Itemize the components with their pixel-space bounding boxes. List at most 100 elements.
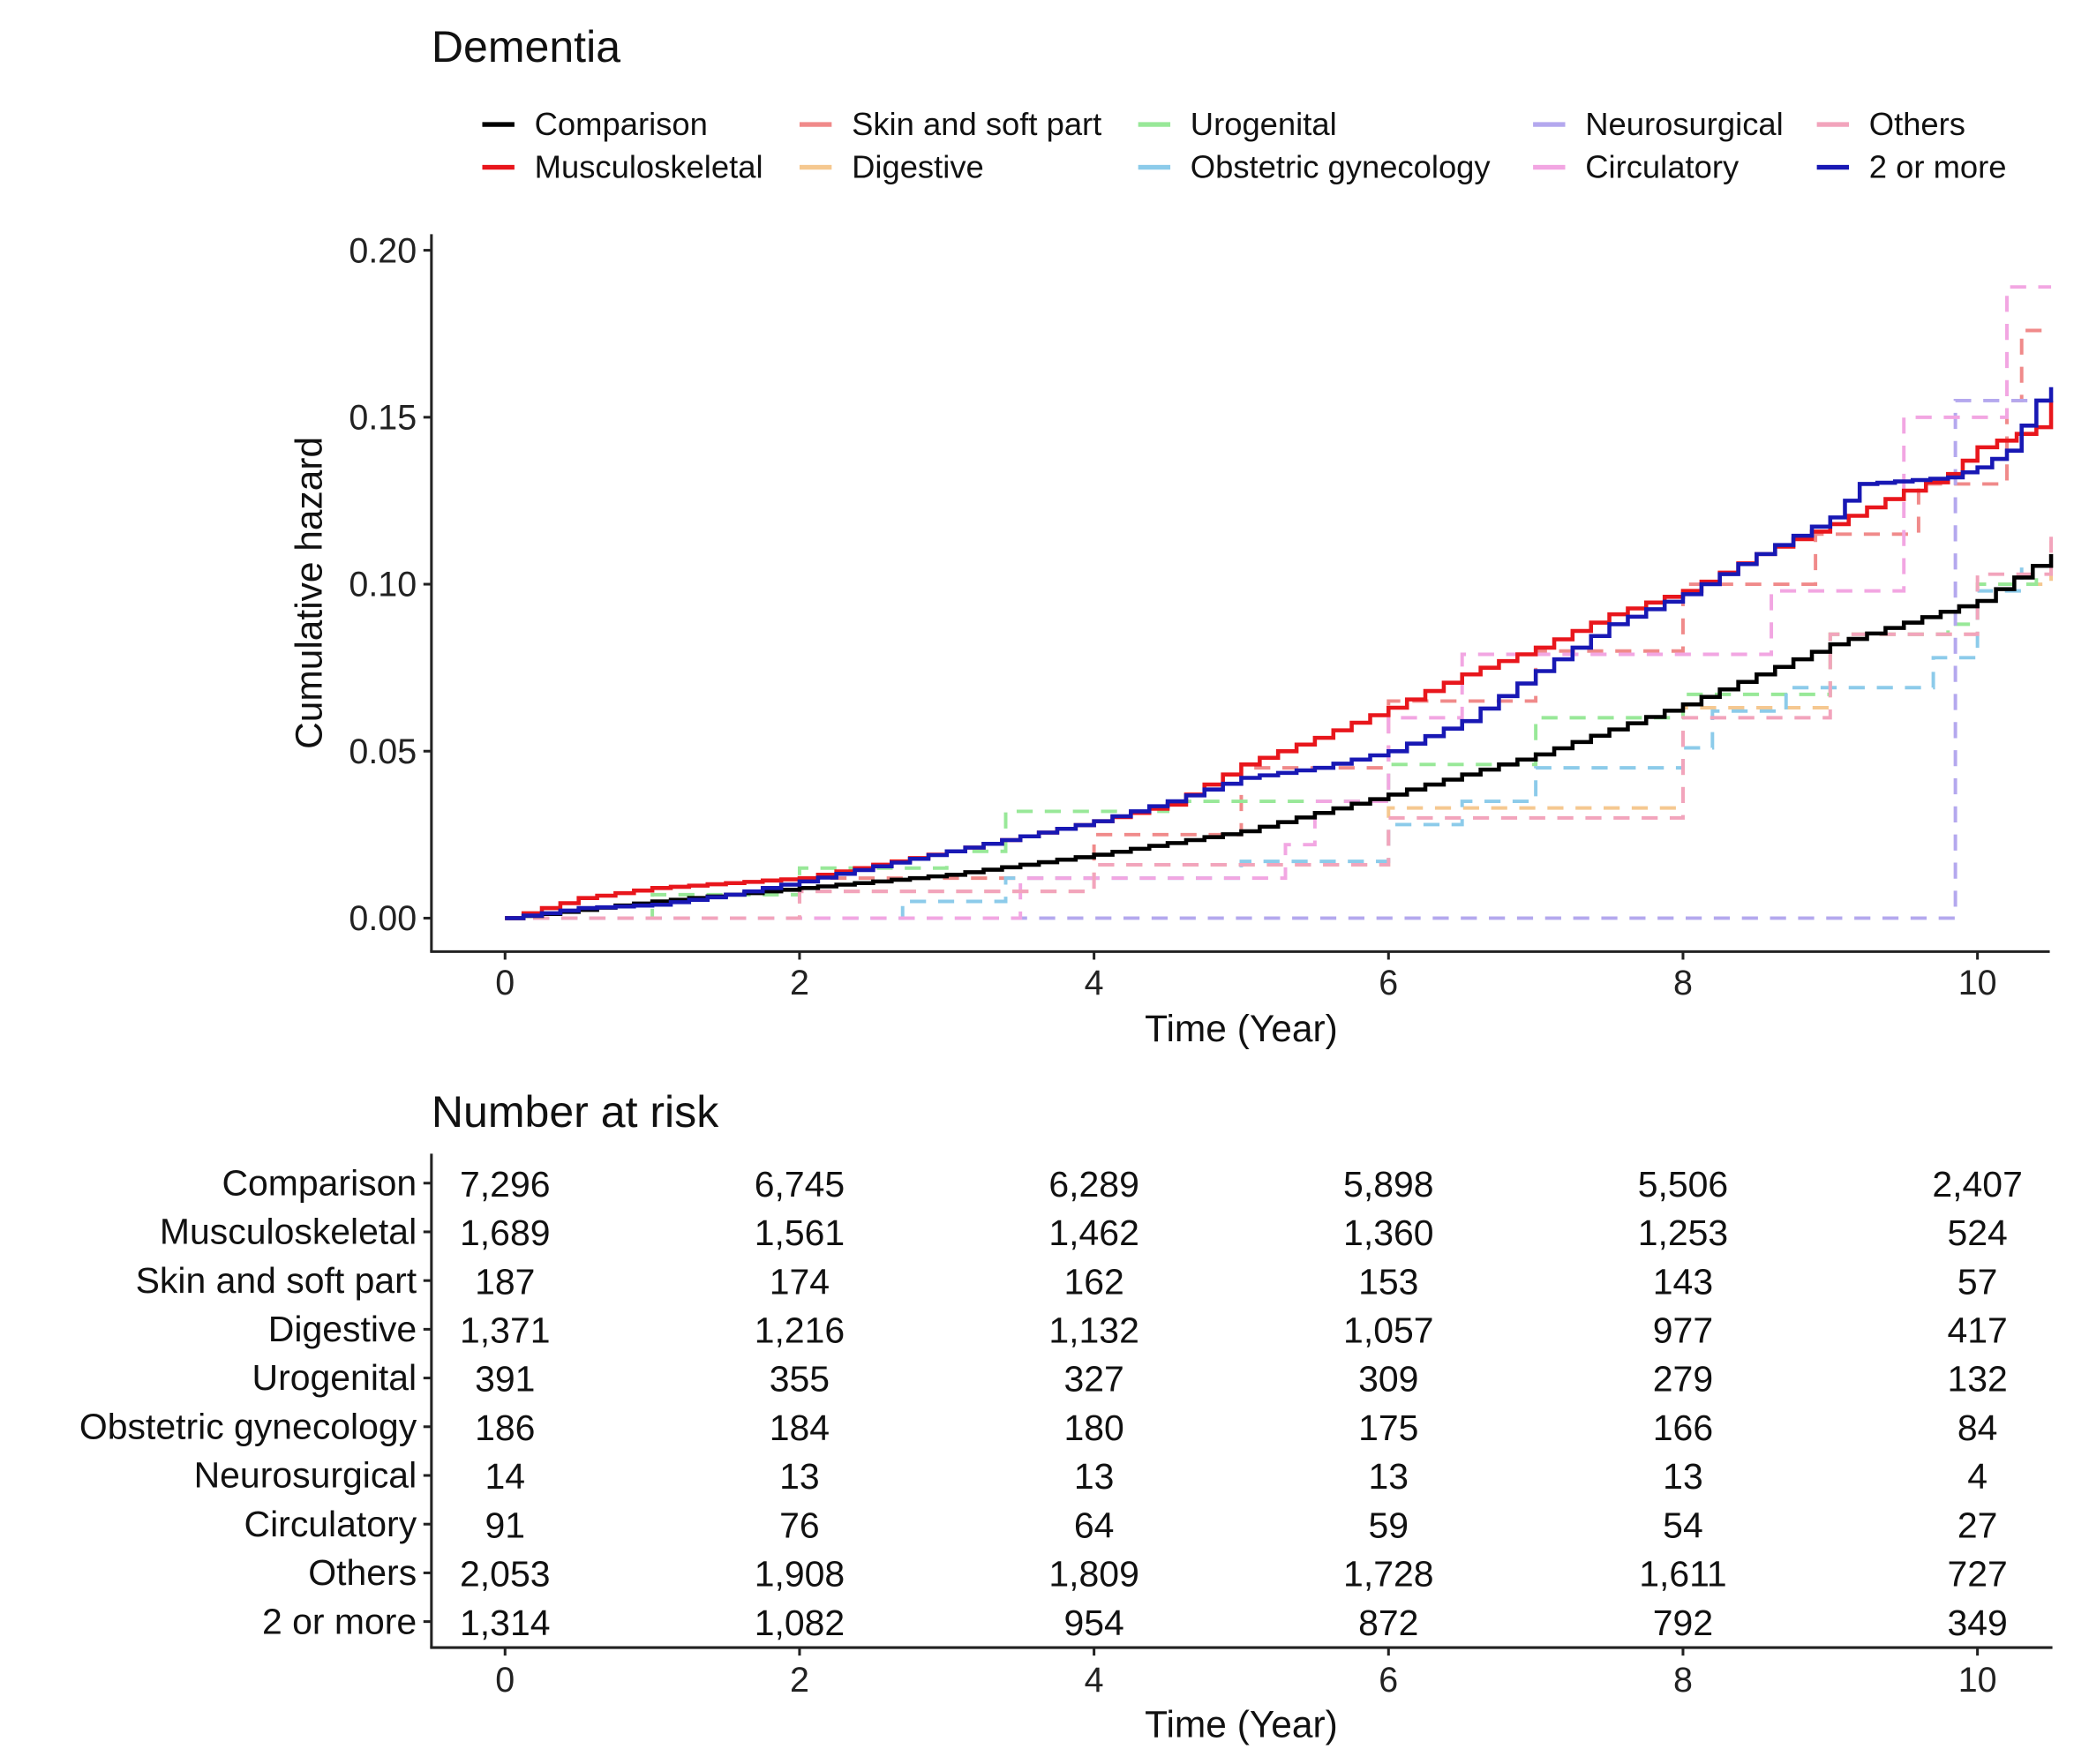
x-tick-label: 4 bbox=[1085, 964, 1104, 1002]
risk-row-label: 2 or more bbox=[262, 1601, 417, 1641]
risk-value: 166 bbox=[1653, 1407, 1713, 1448]
risk-value: 175 bbox=[1358, 1407, 1418, 1448]
series-line-others bbox=[505, 527, 2054, 920]
risk-value: 1,809 bbox=[1048, 1554, 1138, 1595]
risk-value: 391 bbox=[475, 1359, 535, 1400]
risk-value: 13 bbox=[1074, 1456, 1115, 1497]
risk-value: 76 bbox=[779, 1505, 820, 1545]
risk-row-label: Comparison bbox=[222, 1162, 417, 1203]
y-tick-label: 0.05 bbox=[349, 732, 417, 771]
series-line-neurosurgical bbox=[505, 398, 2052, 920]
risk-value: 13 bbox=[779, 1456, 820, 1497]
risk-value: 1,132 bbox=[1048, 1310, 1138, 1351]
x-axis-label: Time (Year) bbox=[1145, 1008, 1338, 1049]
risk-value: 1,360 bbox=[1343, 1212, 1433, 1253]
risk-value: 1,462 bbox=[1048, 1212, 1138, 1253]
risk-value: 184 bbox=[770, 1407, 830, 1448]
risk-value: 355 bbox=[770, 1359, 830, 1400]
y-tick-label: 0.20 bbox=[349, 231, 417, 270]
risk-value: 59 bbox=[1369, 1505, 1409, 1545]
risk-row-label: Neurosurgical bbox=[194, 1455, 417, 1496]
risk-row-label: Musculoskeletal bbox=[160, 1212, 417, 1252]
risk-value: 2,053 bbox=[460, 1554, 550, 1595]
series-line-2-or-more bbox=[505, 387, 2054, 920]
legend-label: Digestive bbox=[852, 149, 984, 185]
risk-x-axis-label: Time (Year) bbox=[1145, 1704, 1338, 1745]
x-tick-label: 6 bbox=[1379, 964, 1398, 1002]
risk-row-label: Digestive bbox=[268, 1309, 417, 1349]
chart-title: Dementia bbox=[432, 22, 620, 71]
risk-value: 872 bbox=[1358, 1603, 1418, 1643]
risk-value: 1,689 bbox=[460, 1212, 550, 1253]
risk-value: 186 bbox=[475, 1407, 535, 1448]
risk-table-title: Number at risk bbox=[432, 1087, 719, 1137]
y-tick-label: 0.15 bbox=[349, 398, 417, 437]
plot-area: 0.00 0.05 0.10 0.15 0.20 0 2 4 6 8 10 Cumulative … bbox=[288, 231, 2054, 1049]
series-line-musculoskeletal bbox=[505, 400, 2054, 920]
risk-value: 977 bbox=[1653, 1310, 1713, 1351]
risk-value: 14 bbox=[485, 1456, 525, 1497]
legend-label: Circulatory bbox=[1585, 149, 1740, 185]
risk-value: 327 bbox=[1063, 1359, 1123, 1400]
risk-x-tick-label: 10 bbox=[1958, 1661, 1997, 1700]
risk-x-tick-label: 8 bbox=[1673, 1661, 1693, 1700]
risk-value: 1,371 bbox=[460, 1310, 550, 1351]
risk-value: 13 bbox=[1663, 1456, 1703, 1497]
risk-x-tick-label: 4 bbox=[1085, 1661, 1104, 1700]
risk-value: 1,057 bbox=[1343, 1310, 1433, 1351]
risk-value: 54 bbox=[1663, 1505, 1703, 1545]
risk-value: 180 bbox=[1063, 1407, 1123, 1448]
risk-value: 5,898 bbox=[1343, 1164, 1433, 1205]
risk-value: 4 bbox=[1967, 1456, 1988, 1497]
x-tick-label: 2 bbox=[790, 964, 809, 1002]
risk-x-tick-label: 2 bbox=[790, 1661, 809, 1700]
risk-row-label: Obstetric gynecology bbox=[79, 1406, 417, 1446]
risk-value: 1,082 bbox=[755, 1603, 845, 1643]
risk-value: 91 bbox=[485, 1505, 525, 1545]
risk-value: 349 bbox=[1947, 1603, 2007, 1643]
risk-value: 153 bbox=[1358, 1261, 1418, 1302]
risk-value: 143 bbox=[1653, 1261, 1713, 1302]
risk-row-label: Others bbox=[308, 1552, 417, 1593]
risk-value: 1,253 bbox=[1638, 1212, 1728, 1253]
risk-value: 727 bbox=[1947, 1554, 2007, 1595]
risk-value: 279 bbox=[1653, 1359, 1713, 1400]
legend-label: Neurosurgical bbox=[1585, 106, 1784, 142]
legend-label: 2 or more bbox=[1869, 149, 2007, 185]
y-axis-label: Cumulative hazard bbox=[288, 437, 329, 749]
risk-value: 162 bbox=[1063, 1261, 1123, 1302]
legend-label: Musculoskeletal bbox=[535, 149, 763, 185]
x-tick-label: 10 bbox=[1958, 964, 1997, 1002]
risk-value: 954 bbox=[1063, 1603, 1123, 1643]
risk-value: 1,728 bbox=[1343, 1554, 1433, 1595]
risk-value: 174 bbox=[770, 1261, 830, 1302]
risk-value: 792 bbox=[1653, 1603, 1713, 1643]
legend-label: Obstetric gynecology bbox=[1191, 149, 1492, 185]
risk-row-label: Urogenital bbox=[252, 1357, 417, 1398]
risk-value: 187 bbox=[475, 1261, 535, 1302]
risk-value: 417 bbox=[1947, 1310, 2007, 1351]
risk-value: 2,407 bbox=[1932, 1164, 2022, 1205]
legend-label: Others bbox=[1869, 106, 1965, 142]
risk-value: 7,296 bbox=[460, 1164, 550, 1205]
legend-label: Comparison bbox=[535, 106, 708, 142]
risk-table: Number at risk Comparison 7,296 6,745 6,289… bbox=[79, 1087, 2053, 1745]
risk-value: 132 bbox=[1947, 1359, 2007, 1400]
risk-x-tick-label: 6 bbox=[1379, 1661, 1398, 1700]
risk-value: 1,561 bbox=[755, 1212, 845, 1253]
risk-row-label: Circulatory bbox=[244, 1504, 417, 1544]
risk-value: 524 bbox=[1947, 1212, 2007, 1253]
series-line-obstetric-gynecology bbox=[505, 567, 2024, 920]
risk-value: 309 bbox=[1358, 1359, 1418, 1400]
series-line-circulatory bbox=[505, 285, 2052, 920]
y-tick-label: 0.00 bbox=[349, 899, 417, 938]
risk-value: 1,216 bbox=[755, 1310, 845, 1351]
risk-value: 57 bbox=[1957, 1261, 1998, 1302]
legend-label: Skin and soft part bbox=[852, 106, 1101, 142]
risk-value: 6,745 bbox=[755, 1164, 845, 1205]
risk-value: 5,506 bbox=[1638, 1164, 1728, 1205]
x-tick-label: 8 bbox=[1673, 964, 1693, 1002]
risk-value: 6,289 bbox=[1048, 1164, 1138, 1205]
x-tick-label: 0 bbox=[495, 964, 515, 1002]
